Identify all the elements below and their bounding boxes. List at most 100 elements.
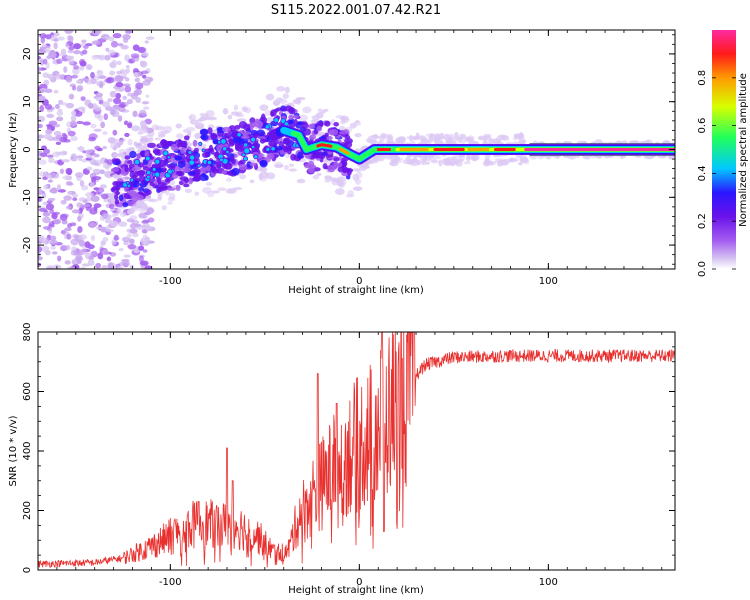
spectrogram-halo-blob xyxy=(227,114,233,120)
spectrogram-noise-blob xyxy=(61,132,67,137)
spectrogram-noise-blob xyxy=(68,93,75,100)
spectrogram-noise-blob xyxy=(50,245,57,250)
spectrogram-energy-blob xyxy=(260,113,266,121)
spectrogram-noise-blob xyxy=(91,250,96,256)
spectrogram-noise-blob xyxy=(124,132,130,137)
snr-y-tick-label: 800 xyxy=(22,322,33,341)
spectrogram-halo-blob xyxy=(415,132,420,139)
spectrogram-noise-blob xyxy=(104,219,113,224)
spectrogram-peak-spot xyxy=(243,147,251,155)
spectrogram-energy-blob xyxy=(124,155,131,160)
spectrogram-noise-blob xyxy=(71,85,77,91)
spectrogram-halo-blob xyxy=(334,188,345,195)
spectrogram-energy-blob xyxy=(327,164,335,171)
spectrogram-noise-blob xyxy=(133,72,139,78)
spectrogram-noise-blob xyxy=(99,81,104,89)
spectrogram-halo-blob xyxy=(163,125,173,133)
spectrogram-halo-blob xyxy=(316,172,322,176)
spectrogram-halo-blob xyxy=(259,166,268,173)
spectrogram-ridge-peak xyxy=(316,143,333,148)
spectrogram-noise-blob xyxy=(38,256,43,261)
spectrogram-halo-blob xyxy=(426,133,434,138)
spectrogram-noise-blob xyxy=(72,197,78,202)
spectrogram-peak-spot xyxy=(154,171,161,178)
spectrogram-halo-blob xyxy=(355,172,363,179)
spectrogram-energy-blob xyxy=(127,160,133,164)
spectrogram-noise-blob xyxy=(73,155,78,162)
spectrogram-noise-blob xyxy=(57,255,62,262)
spectrogram-noise-blob xyxy=(45,203,55,211)
spectrogram-energy-blob xyxy=(333,122,340,127)
spectrogram-noise-blob xyxy=(114,74,123,82)
spectrogram-peak-spot xyxy=(129,177,135,183)
spectrogram-peak-spot xyxy=(133,158,141,166)
spectrogram-noise-blob xyxy=(79,180,85,187)
spectrogram-noise-blob xyxy=(123,254,131,258)
spectrogram-noise-blob xyxy=(93,128,102,132)
spectrogram-noise-blob xyxy=(116,60,122,66)
spectrogram-noise-blob xyxy=(44,103,53,110)
spectrogram-noise-blob xyxy=(76,202,83,208)
spectrogram-noise-blob xyxy=(111,59,117,66)
spectrogram-noise-blob xyxy=(109,70,116,76)
spectrogram-halo-blob xyxy=(518,154,528,158)
spectrogram-halo-blob xyxy=(284,164,289,171)
spectrogram-halo-blob xyxy=(225,177,232,182)
spectrogram-noise-blob xyxy=(78,234,87,241)
spectrogram-halo-blob xyxy=(455,160,463,167)
spectrogram-noise-blob xyxy=(101,212,109,219)
spectrogram-peak-spot xyxy=(236,132,242,138)
spectrogram-peak-spot xyxy=(273,117,279,123)
spectrogram-halo-blob xyxy=(282,93,289,100)
spectrogram-halo-blob xyxy=(194,132,203,140)
spectrogram-peak-spot xyxy=(250,136,256,143)
spectrogram-halo-blob xyxy=(412,136,417,141)
spectrogram-energy-blob xyxy=(319,154,326,160)
spectrogram-halo-blob xyxy=(320,109,326,114)
spectrogram-halo-blob xyxy=(329,177,338,182)
spectrogram-halo-blob xyxy=(205,182,213,186)
spectrogram-noise-blob xyxy=(95,262,102,269)
spectrogram-noise-blob xyxy=(100,240,106,246)
spectrogram-halo-blob xyxy=(289,163,294,168)
spectrogram-peak-spot xyxy=(166,155,171,160)
spectrogram-halo-blob xyxy=(127,138,133,146)
spectrogram-noise-blob xyxy=(81,263,91,267)
spectrogram-noise-blob xyxy=(93,153,100,158)
spectrogram-halo-blob xyxy=(478,136,488,141)
spectrogram-noise-blob xyxy=(71,74,79,79)
spectrogram-halo-blob xyxy=(112,153,119,158)
snr-y-axis-label: SNR (10 * v/v) xyxy=(8,415,19,486)
spectrogram-energy-blob xyxy=(259,138,266,144)
spectrogram-halo-blob xyxy=(115,142,121,149)
spectrogram-noise-blob xyxy=(129,228,138,234)
spectrogram-noise-blob xyxy=(124,54,130,62)
spectrogram-energy-blob xyxy=(192,139,198,147)
spectrogram-noise-blob xyxy=(117,115,123,122)
figure-title: S115.2022.001.07.42.R21 xyxy=(271,3,441,18)
spectrogram-energy-blob xyxy=(318,136,327,140)
spectrogram-noise-blob xyxy=(117,43,124,47)
spectrogram-energy-blob xyxy=(324,120,331,127)
spectrogram-noise-blob xyxy=(104,36,112,40)
spectrogram-noise-blob xyxy=(109,90,117,98)
spectrogram-noise-blob xyxy=(142,234,148,239)
spectrogram-energy-blob xyxy=(138,186,145,192)
spectrogram-energy-blob xyxy=(161,155,167,160)
spectrogram-halo-blob xyxy=(186,142,193,147)
spectrogram-noise-blob xyxy=(70,136,78,142)
spectrogram-noise-blob xyxy=(102,101,111,108)
spectrogram-peak-spot xyxy=(146,174,151,180)
spectrogram-halo-blob xyxy=(217,187,227,191)
spectrogram-energy-blob xyxy=(194,172,202,179)
spectrogram-energy-blob xyxy=(124,165,129,173)
spectrogram-energy-blob xyxy=(309,134,317,140)
spectrogram-energy-blob xyxy=(282,137,291,145)
spectrogram-noise-blob xyxy=(48,51,57,59)
spectrogram-peak-spot xyxy=(201,148,206,153)
spectrogram-halo-blob xyxy=(406,161,413,165)
spectrogram-noise-blob xyxy=(118,86,125,92)
spectrogram-halo-blob xyxy=(298,114,308,122)
spectrogram-noise-blob xyxy=(116,266,124,269)
spectrogram-energy-blob xyxy=(157,186,164,192)
